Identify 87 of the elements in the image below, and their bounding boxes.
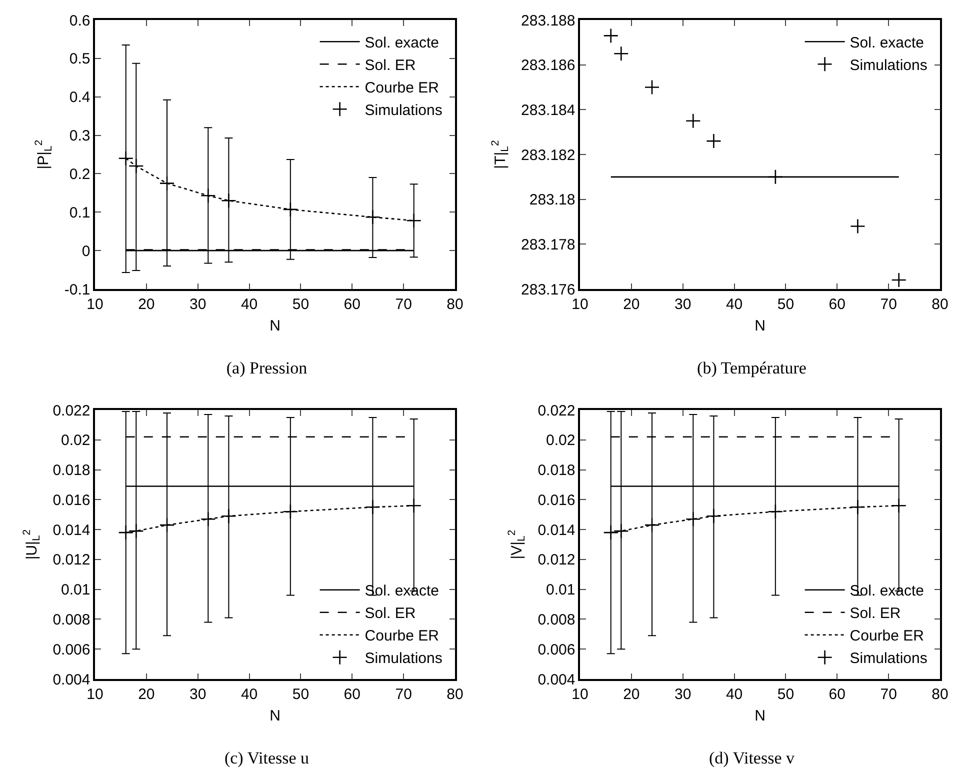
x-tick-label: 10	[86, 686, 104, 703]
y-tick-label: 0.02	[546, 432, 576, 450]
y-tick-label: 283.176	[521, 281, 576, 298]
y-tick-label: 0.016	[538, 492, 576, 509]
x-tick-label: 40	[240, 686, 258, 703]
y-tick-label: 0.3	[69, 128, 90, 145]
legend-label: Sol. ER	[364, 56, 416, 74]
legend-label: Courbe ER	[364, 628, 440, 645]
x-tick-label: 50	[777, 686, 794, 703]
y-tick-label: 0.022	[538, 402, 576, 420]
x-axis-title: N	[270, 317, 280, 334]
y-tick-label: 0.018	[538, 462, 576, 480]
y-tick-label: 0.014	[538, 522, 576, 539]
x-tick-label: 80	[446, 296, 464, 313]
legend-label: Sol. ER	[850, 605, 901, 622]
y-tick-label: 0.014	[52, 522, 90, 539]
x-tick-label: 60	[344, 296, 360, 313]
y-tick-label: 0.02	[61, 432, 90, 450]
y-tick-label: 0	[82, 242, 90, 260]
y-tick-label: 283.182	[521, 146, 576, 164]
x-tick-label: 40	[726, 686, 743, 703]
x-tick-label: 80	[932, 686, 948, 703]
y-tick-label: 283.18	[529, 192, 576, 209]
x-tick-label: 30	[190, 296, 206, 313]
y-tick-label: 0.5	[69, 50, 90, 68]
y-tick-label: 0.004	[52, 671, 90, 688]
x-tick-label: 70	[395, 296, 412, 313]
x-tick-label: 50	[777, 296, 794, 313]
x-tick-label: 60	[828, 296, 846, 313]
y-tick-label: 0.006	[52, 641, 90, 658]
y-tick-label: 0.004	[538, 671, 576, 688]
text: (a) Pression	[226, 358, 308, 378]
x-tick-label: 20	[623, 296, 640, 313]
x-axis-title: N	[754, 707, 766, 724]
y-tick-label: 0.022	[52, 402, 90, 420]
x-tick-label: 60	[344, 686, 360, 703]
text: (b) Température	[697, 358, 806, 378]
x-tick-label: 70	[395, 686, 412, 703]
y-tick-label: 0.1	[69, 204, 90, 222]
x-tick-label: 40	[726, 296, 743, 313]
y-tick-label: -0.1	[64, 281, 90, 298]
x-tick-label: 50	[292, 296, 310, 313]
x-tick-label: 30	[674, 296, 692, 313]
legend-label: Simulations	[850, 56, 928, 74]
x-tick-label: 20	[623, 686, 640, 703]
x-tick-label: 30	[190, 686, 206, 703]
legend-label: Simulations	[850, 650, 928, 668]
x-axis-title: N	[270, 707, 280, 724]
x-tick-label: 20	[138, 686, 155, 703]
y-tick-label: 0.01	[546, 582, 576, 599]
x-tick-label: 40	[240, 296, 258, 313]
y-tick-label: 0.012	[52, 552, 90, 569]
y-tick-label: 283.184	[521, 102, 576, 119]
y-tick-label: 0.6	[69, 12, 90, 30]
y-tick-label: 0.016	[52, 492, 90, 509]
legend-label: Sol. ER	[364, 605, 416, 622]
y-tick-label: 0.018	[52, 462, 90, 480]
legend-label: Simulations	[364, 650, 442, 668]
x-tick-label: 70	[880, 296, 897, 313]
y-tick-label: 283.188	[521, 12, 576, 30]
legend-label: Sol. exacte	[364, 34, 440, 52]
text: (c) Vitesse u	[224, 748, 310, 768]
x-tick-label: 80	[446, 686, 464, 703]
text: (d) Vitesse v	[708, 748, 796, 768]
y-tick-label: 0.008	[52, 611, 90, 628]
x-tick-label: 80	[932, 296, 948, 313]
legend-label: Simulations	[364, 102, 442, 119]
x-axis-title: N	[754, 317, 766, 334]
x-tick-label: 10	[572, 686, 588, 703]
x-tick-label: 70	[880, 686, 897, 703]
y-tick-label: 0.012	[538, 552, 576, 569]
y-tick-label: 0.01	[61, 582, 90, 599]
x-tick-label: 30	[674, 686, 692, 703]
y-tick-label: 0.2	[69, 166, 90, 183]
x-tick-label: 10	[572, 296, 588, 313]
legend-label: Sol. exacte	[850, 34, 924, 52]
x-tick-label: 20	[138, 296, 155, 313]
y-tick-label: 283.186	[521, 57, 576, 74]
y-tick-label: 0.008	[538, 611, 576, 628]
legend-label: Courbe ER	[364, 79, 440, 96]
y-tick-label: 0.006	[538, 641, 576, 658]
legend-label: Courbe ER	[850, 628, 924, 645]
x-tick-label: 50	[292, 686, 310, 703]
y-tick-label: 0.4	[69, 89, 90, 106]
y-tick-label: 283.178	[521, 236, 576, 254]
x-tick-label: 60	[828, 686, 846, 703]
x-tick-label: 10	[86, 296, 104, 313]
